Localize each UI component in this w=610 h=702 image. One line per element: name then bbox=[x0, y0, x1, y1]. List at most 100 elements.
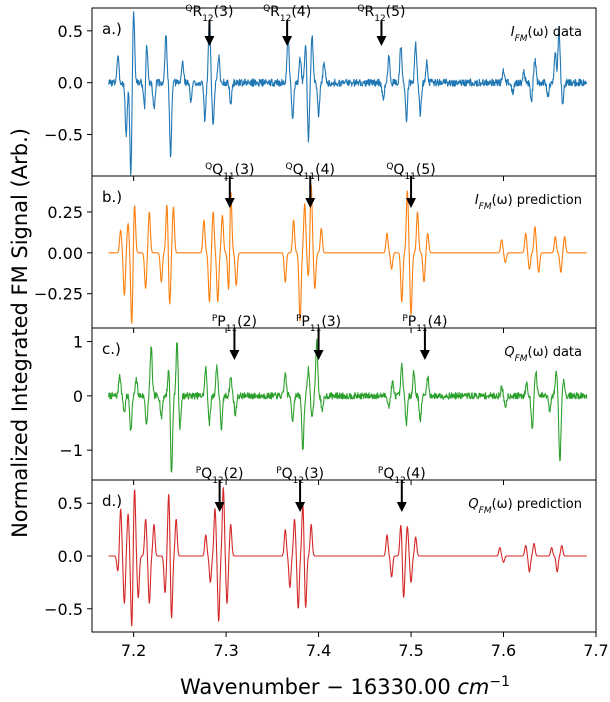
transition-letter: R bbox=[364, 4, 374, 20]
transition-label: PQ12(3) bbox=[276, 466, 324, 486]
transition-arrowhead bbox=[224, 198, 235, 208]
transition-arrowhead bbox=[305, 198, 316, 208]
transition-subscript: 11 bbox=[416, 324, 427, 334]
panel-label: b.) bbox=[102, 188, 122, 206]
x-tick-label: 7.7 bbox=[583, 641, 608, 660]
transition-subscript: 12 bbox=[293, 476, 304, 486]
panel-frame-3 bbox=[91, 327, 597, 481]
transition-letter: Q bbox=[293, 162, 304, 178]
transition-label: QQ11(5) bbox=[386, 162, 435, 182]
x-tick-label: 7.4 bbox=[306, 641, 331, 660]
y-tick-label: 0.0 bbox=[58, 547, 83, 566]
transition-arrowhead bbox=[419, 350, 430, 360]
x-axis-label: Wavenumber − 16330.00 cm−1 bbox=[180, 674, 510, 699]
x-axis-label-main: Wavenumber − 16330.00 bbox=[180, 675, 457, 699]
transition-number: (2) bbox=[237, 314, 257, 330]
transition-prefix: Q bbox=[205, 162, 212, 172]
legend-subscript: FM bbox=[515, 34, 528, 44]
transition-number: (4) bbox=[428, 314, 448, 330]
transition-prefix: Q bbox=[386, 162, 393, 172]
transition-label: QR12(4) bbox=[263, 4, 311, 24]
y-tick-label: 0.5 bbox=[58, 22, 83, 41]
transition-arrowhead bbox=[376, 36, 387, 46]
y-tick-label: −1 bbox=[59, 441, 83, 460]
x-axis: 7.2 7.3 7.4 7.5 7.6 7.7 bbox=[121, 641, 609, 660]
transition-prefix: P bbox=[276, 466, 282, 476]
y-tick-label: 0.5 bbox=[58, 494, 83, 513]
y-tick-label: −0.5 bbox=[44, 600, 83, 619]
transition-label: QR12(5) bbox=[357, 4, 405, 24]
transition-subscript: 11 bbox=[226, 324, 237, 334]
transition-label: PQ12(4) bbox=[378, 466, 426, 486]
series-line-2 bbox=[108, 184, 587, 324]
x-tick-label: 7.6 bbox=[491, 641, 516, 660]
panel-label: a.) bbox=[102, 20, 122, 38]
transition-arrowhead bbox=[295, 502, 306, 512]
transition-subscript: 12 bbox=[212, 476, 223, 486]
panel-label: d.) bbox=[102, 492, 122, 510]
transition-letter: P bbox=[301, 314, 309, 330]
transition-subscript: 12 bbox=[280, 14, 291, 24]
legend-subscript: FM bbox=[515, 354, 528, 364]
transition-prefix: P bbox=[212, 314, 218, 324]
transition-arrowhead bbox=[214, 502, 225, 512]
transition-prefix: Q bbox=[263, 4, 270, 14]
transition-number: (3) bbox=[321, 314, 341, 330]
y-tick-label: 0.25 bbox=[47, 203, 83, 222]
transition-subscript: 11 bbox=[404, 172, 415, 182]
transition-prefix: P bbox=[196, 466, 202, 476]
transition-letter: P bbox=[408, 314, 416, 330]
series-line-1 bbox=[108, 11, 588, 176]
legend-text: (ω) data bbox=[528, 345, 582, 360]
transition-arrowhead bbox=[204, 36, 215, 46]
transition-prefix: P bbox=[296, 314, 302, 324]
transition-letter: Q bbox=[383, 466, 394, 482]
transition-number: (3) bbox=[235, 162, 255, 178]
legend-subscript: FM bbox=[479, 202, 492, 212]
legend-text: (ω) prediction bbox=[492, 193, 582, 208]
x-tick-label: 7.3 bbox=[213, 641, 238, 660]
x-axis-label-exp: −1 bbox=[489, 674, 510, 690]
y-tick-label: 0.0 bbox=[58, 74, 83, 93]
x-tick-label: 7.2 bbox=[121, 641, 146, 660]
transition-number: (4) bbox=[315, 162, 335, 178]
legend-entry: IFM(ω) prediction bbox=[475, 193, 582, 212]
y-tick-label: −0.5 bbox=[44, 126, 83, 145]
transition-letter: Q bbox=[212, 162, 223, 178]
transition-prefix: P bbox=[402, 314, 408, 324]
y-axis-label: Normalized Integrated FM Signal (Arb.) bbox=[8, 128, 32, 538]
transition-number: (2) bbox=[224, 466, 244, 482]
transition-arrowhead bbox=[396, 502, 407, 512]
transition-prefix: Q bbox=[286, 162, 293, 172]
transition-label: PQ12(2) bbox=[196, 466, 244, 486]
transition-label: QQ11(3) bbox=[205, 162, 254, 182]
transition-number: (5) bbox=[386, 4, 406, 20]
transition-letter: Q bbox=[282, 466, 293, 482]
transition-subscript: 12 bbox=[394, 476, 405, 486]
transition-subscript: 12 bbox=[374, 14, 385, 24]
transition-label: PP11(2) bbox=[212, 314, 257, 334]
legend-symbol: I bbox=[511, 25, 515, 40]
transition-subscript: 11 bbox=[304, 172, 315, 182]
series-line-4 bbox=[108, 487, 587, 627]
panel-label: c.) bbox=[102, 340, 121, 358]
panel-2: 0.250.00−0.25b.) IFM(ω) predictionQQ11(3)… bbox=[34, 162, 597, 333]
legend-symbol: I bbox=[475, 193, 479, 208]
legend-entry: QFM(ω) data bbox=[504, 345, 582, 364]
transition-letter: R bbox=[192, 4, 202, 20]
series-line-3 bbox=[108, 338, 588, 473]
transition-subscript: 11 bbox=[310, 324, 321, 334]
transition-letter: Q bbox=[393, 162, 404, 178]
transition-number: (4) bbox=[291, 4, 311, 20]
legend-entry: QFM(ω) prediction bbox=[468, 497, 582, 516]
y-tick-label: −0.25 bbox=[34, 285, 83, 304]
transition-number: (4) bbox=[406, 466, 426, 482]
transition-number: (3) bbox=[304, 466, 324, 482]
transition-subscript: 11 bbox=[223, 172, 234, 182]
transition-label: PP11(3) bbox=[296, 314, 341, 334]
legend-entry: IFM(ω) data bbox=[511, 25, 582, 44]
transition-prefix: Q bbox=[185, 4, 192, 14]
